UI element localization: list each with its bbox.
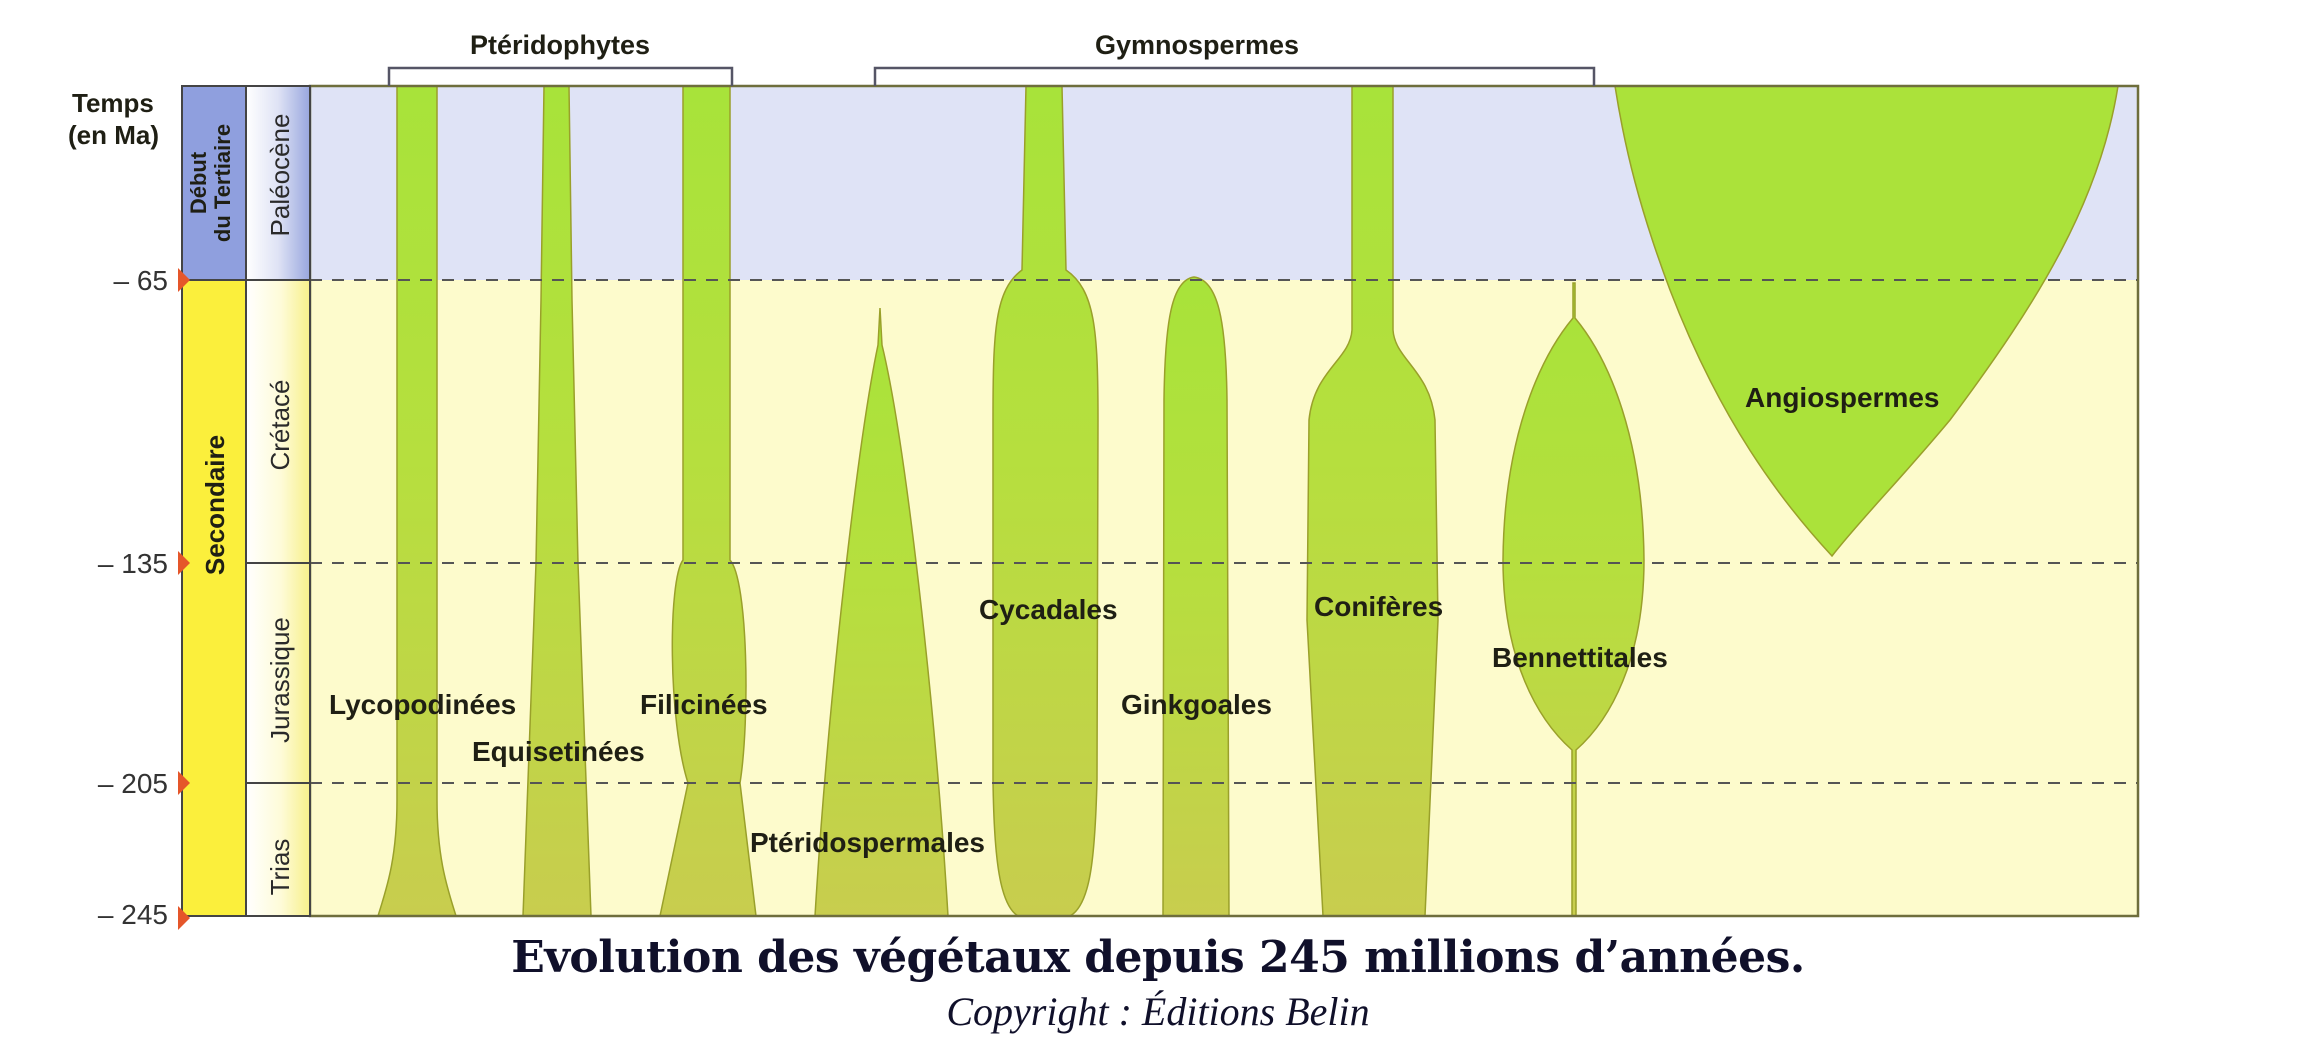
period-label-trias: Trias bbox=[265, 839, 295, 896]
axis-title-line2: (en Ma) bbox=[68, 120, 159, 150]
taxon-label-pteridospermales: Ptéridospermales bbox=[750, 827, 985, 858]
time-gridlines bbox=[310, 279, 2138, 784]
equisetinees-shape bbox=[522, 86, 592, 916]
period-cretace-cell bbox=[245, 279, 311, 564]
tick-marker-65 bbox=[178, 268, 190, 292]
taxon-label-filicinees: Filicinées bbox=[640, 689, 768, 720]
caption-copyright: Copyright : Éditions Belin bbox=[946, 989, 1370, 1034]
period-label-jurassique: Jurassique bbox=[265, 617, 295, 743]
taxon-label-cycadales: Cycadales bbox=[979, 594, 1118, 625]
angiospermes-shape bbox=[1614, 86, 2119, 558]
cycadales-shape bbox=[992, 86, 1099, 916]
period-label-cretace: Crétacé bbox=[265, 379, 295, 470]
caption-title: Evolution des végétaux depuis 245 millio… bbox=[511, 932, 1805, 983]
plant-shapes bbox=[377, 86, 2119, 916]
axis-title-line1: Temps bbox=[72, 88, 154, 118]
taxon-label-lycopodinees: Lycopodinées bbox=[329, 689, 516, 720]
taxon-label-bennettitales: Bennettitales bbox=[1492, 642, 1668, 673]
axis-ticks: – 65 – 135 – 205 – 245 bbox=[98, 265, 190, 930]
bracket-pteridophytes bbox=[387, 66, 734, 86]
era-secondary-cell bbox=[181, 279, 247, 917]
taxon-label-coniferes: Conifères bbox=[1314, 591, 1443, 622]
period-paleocene-cell bbox=[245, 85, 311, 281]
taxon-labels: Lycopodinées Equisetinées Filicinées Pté… bbox=[329, 382, 1940, 858]
bennettitales-shape bbox=[1502, 282, 1645, 916]
group-label-pteridophytes: Ptéridophytes bbox=[470, 30, 650, 60]
group-label-gymnospermes: Gymnospermes bbox=[1095, 30, 1299, 60]
group-brackets bbox=[387, 66, 1596, 86]
tick-label-245: – 245 bbox=[98, 899, 168, 930]
era-label-tertiary-line2: du Tertiaire bbox=[210, 124, 235, 242]
coniferes-shape bbox=[1306, 86, 1439, 916]
era-label-secondaire: Secondaire bbox=[200, 435, 230, 575]
ginkgoales-shape bbox=[1162, 276, 1230, 916]
tick-marker-245 bbox=[178, 906, 190, 930]
filicinees-shape bbox=[659, 86, 757, 916]
lycopodinees-shape bbox=[377, 86, 457, 916]
period-label-paleocene: Paléocène bbox=[265, 114, 295, 237]
plant-evolution-diagram: Début du Tertiaire Secondaire Paléocène … bbox=[68, 30, 2140, 930]
tick-marker-205 bbox=[178, 771, 190, 795]
taxon-label-ginkgoales: Ginkgoales bbox=[1121, 689, 1272, 720]
period-jurassique-cell bbox=[245, 562, 311, 784]
taxon-label-angiospermes: Angiospermes bbox=[1745, 382, 1940, 413]
tick-marker-135 bbox=[178, 551, 190, 575]
tick-label-135: – 135 bbox=[98, 548, 168, 579]
era-label-tertiary-line1: Début bbox=[186, 151, 211, 214]
tick-label-65: – 65 bbox=[114, 265, 169, 296]
tick-label-205: – 205 bbox=[98, 768, 168, 799]
taxon-label-equisetinees: Equisetinées bbox=[472, 736, 645, 767]
period-trias-cell bbox=[245, 782, 311, 917]
pteridospermales-shape bbox=[814, 307, 949, 916]
bracket-gymnospermes bbox=[873, 66, 1596, 86]
